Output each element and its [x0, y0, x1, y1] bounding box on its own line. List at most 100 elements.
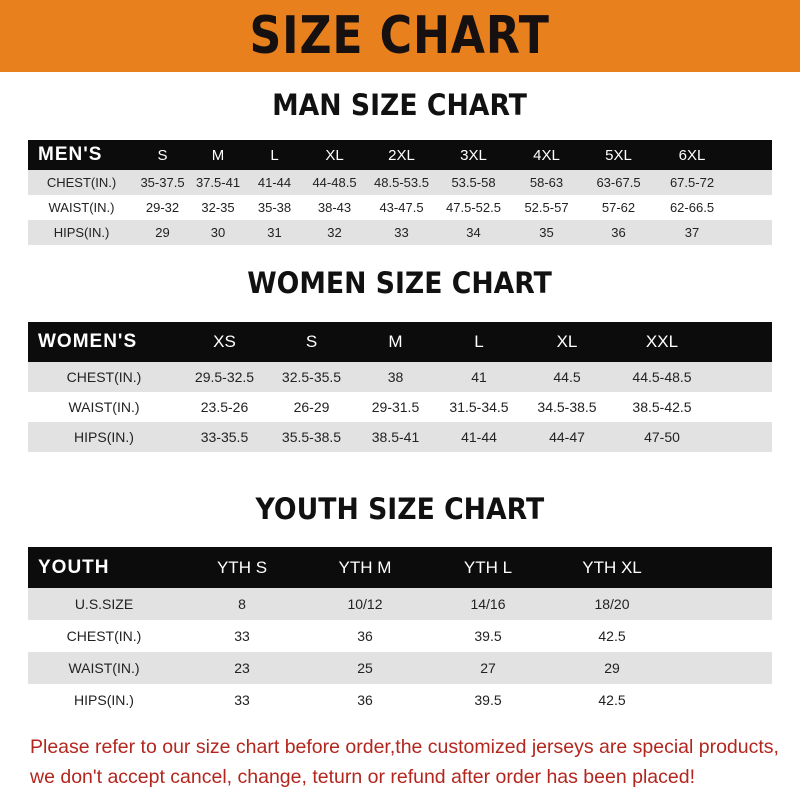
measurement-cell: 44-47	[549, 429, 585, 445]
measurement-cell: 41	[471, 369, 487, 385]
measurement-cell: 53.5-58	[451, 175, 496, 190]
measurement-cell: 32-35	[201, 200, 235, 215]
measurement-cell: 39.5	[474, 628, 502, 644]
size-header: XL	[556, 332, 578, 351]
measurement-cell: 33	[234, 628, 250, 644]
table-row: HIPS(IN.) 33 36 39.5 42.5	[28, 684, 772, 716]
measurement-cell: 35-38	[257, 200, 292, 215]
measurement-cell: 29-32	[145, 200, 180, 215]
measurement-cell: 38.5-41	[371, 429, 420, 445]
youth-size-table: YOUTH YTH S YTH M YTH L YTH XL U.S.SIZE 8 10/12…	[28, 547, 772, 716]
measurement-cell: 33-35.5	[200, 429, 249, 445]
measurement-cell: 10/12	[347, 596, 383, 612]
size-header: 3XL	[460, 146, 487, 164]
size-header: 4XL	[533, 146, 560, 164]
measurement-cell: 41-44	[257, 175, 292, 190]
measurement-cell: 38.5-42.5	[632, 399, 692, 415]
measurement-cell: 14/16	[470, 596, 506, 612]
row-label: CHEST(IN.)	[46, 175, 117, 190]
size-header: YTH S	[216, 557, 268, 577]
measurement-cell: 33	[394, 225, 409, 240]
measurement-cell: 36	[357, 692, 373, 708]
measurement-cell: 37.5-41	[195, 175, 241, 190]
row-label: HIPS(IN.)	[53, 225, 110, 240]
table-row: HIPS(IN.) 33-35.5 35.5-38.5 38.5-41 41-44 44-…	[28, 422, 772, 452]
youth-heading: YOUTH SIZE CHART	[255, 492, 545, 526]
size-header: 2XL	[388, 146, 415, 164]
measurement-cell: 25	[357, 660, 373, 676]
measurement-cell: 42.5	[598, 692, 626, 708]
row-label: U.S.SIZE	[74, 596, 134, 612]
measurement-cell: 38	[387, 369, 404, 385]
disclaimer-note: Please refer to our size chart before or…	[30, 732, 790, 792]
measurement-cell: 42.5	[598, 628, 626, 644]
header-row: WOMEN'S XS S M L XL XXL	[28, 322, 772, 362]
measurement-cell: 29.5-32.5	[194, 369, 255, 385]
size-header: YTH L	[463, 557, 513, 577]
measurement-cell: 41-44	[461, 429, 497, 445]
header-row: YOUTH YTH S YTH M YTH L YTH XL	[28, 547, 772, 588]
men-heading: MAN SIZE CHART	[272, 88, 528, 122]
measurement-cell: 18/20	[594, 596, 630, 612]
table-row: U.S.SIZE 8 10/12 14/16 18/20	[28, 588, 772, 620]
note-line-2: we don't accept cancel, change, teturn o…	[30, 766, 695, 788]
measurement-cell: 23	[234, 660, 250, 676]
measurement-cell: 32	[327, 225, 342, 240]
row-label: WAIST(IN.)	[48, 200, 115, 215]
size-header: M	[388, 332, 403, 351]
size-header: S	[157, 146, 168, 164]
women-size-table: WOMEN'S XS S M L XL XXL CHEST(IN.) 29.5-32.5 32.5…	[28, 322, 772, 452]
size-header: YTH M	[338, 557, 392, 577]
measurement-cell: 37	[684, 225, 700, 240]
measurement-cell: 62-66.5	[669, 200, 715, 215]
row-label: WAIST(IN.)	[68, 399, 140, 415]
size-header: XXL	[645, 332, 679, 351]
measurement-cell: 63-67.5	[596, 175, 641, 190]
measurement-cell: 34	[466, 225, 481, 240]
measurement-cell: 47.5-52.5	[446, 200, 501, 215]
men-size-table: MEN'S S M L XL 2XL 3XL 4XL 5XL 6XL CHEST(IN.) 35-37…	[28, 140, 772, 245]
size-header: YTH XL	[582, 557, 642, 577]
measurement-cell: 35-37.5	[140, 175, 185, 190]
measurement-cell: 38-43	[317, 200, 352, 215]
measurement-cell: 29	[155, 225, 170, 240]
measurement-cell: 44.5-48.5	[632, 369, 692, 385]
row-label: HIPS(IN.)	[74, 692, 134, 708]
table-row: CHEST(IN.) 35-37.5 37.5-41 41-44 44-48.5 48.5…	[28, 170, 772, 195]
size-header: XS	[213, 332, 236, 351]
measurement-cell: 30	[210, 225, 226, 240]
size-header: 6XL	[678, 146, 706, 164]
measurement-cell: 57-62	[601, 200, 636, 215]
measurement-cell: 39.5	[474, 692, 502, 708]
table-row: CHEST(IN.) 33 36 39.5 42.5	[28, 620, 772, 652]
measurement-cell: 52.5-57	[524, 200, 569, 215]
measurement-cell: 8	[238, 596, 246, 612]
measurement-cell: 35	[539, 225, 554, 240]
page-title: SIZE CHART	[249, 6, 551, 66]
category-label: YOUTH	[38, 556, 110, 578]
row-label: WAIST(IN.)	[68, 660, 140, 676]
table-row: WAIST(IN.) 23 25 27 29	[28, 652, 772, 684]
measurement-cell: 31.5-34.5	[449, 399, 509, 415]
measurement-cell: 36	[611, 225, 626, 240]
table-row: WAIST(IN.) 29-32 32-35 35-38 38-43 43-47.5 47.…	[28, 195, 772, 220]
measurement-cell: 48.5-53.5	[374, 175, 429, 190]
row-label: CHEST(IN.)	[66, 369, 142, 385]
size-header: S	[305, 332, 318, 351]
row-label: HIPS(IN.)	[74, 429, 134, 445]
title-banner: SIZE CHART	[0, 0, 800, 72]
measurement-cell: 44-48.5	[312, 175, 357, 190]
measurement-cell: 35.5-38.5	[281, 429, 342, 445]
measurement-cell: 23.5-26	[200, 399, 249, 415]
size-header: 5XL	[605, 146, 632, 164]
measurement-cell: 26-29	[293, 399, 330, 415]
measurement-cell: 67.5-72	[669, 175, 715, 190]
header-row: MEN'S S M L XL 2XL 3XL 4XL 5XL 6XL	[28, 140, 772, 170]
table-row: HIPS(IN.) 29 30 31 32 33 34 35 36 37	[28, 220, 772, 245]
measurement-cell: 43-47.5	[379, 200, 424, 215]
size-header: L	[270, 146, 279, 164]
women-heading: WOMEN SIZE CHART	[247, 266, 553, 300]
category-label: WOMEN'S	[38, 331, 138, 352]
measurement-cell: 34.5-38.5	[537, 399, 597, 415]
table-row: WAIST(IN.) 23.5-26 26-29 29-31.5 31.5-34.5 34…	[28, 392, 772, 422]
